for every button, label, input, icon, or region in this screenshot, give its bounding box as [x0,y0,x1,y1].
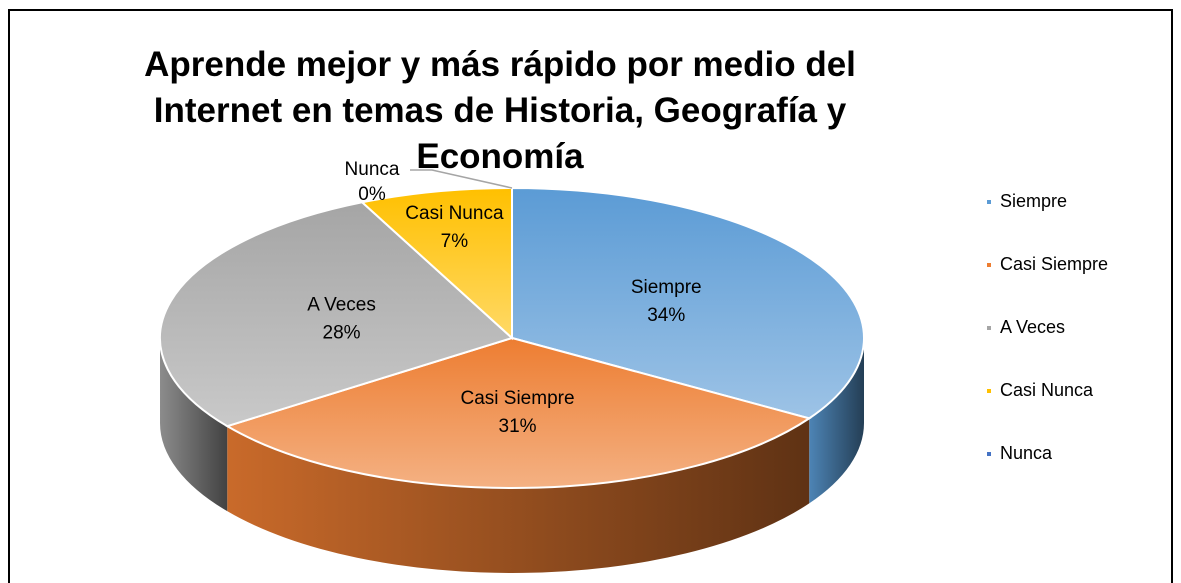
legend-marker [987,326,991,330]
data-label-value: 0% [358,184,386,205]
data-label-value: 28% [323,322,361,343]
legend-marker [987,389,991,393]
legend-label: Nunca [1000,443,1053,463]
slice [359,186,513,341]
legend-label: A Veces [1000,317,1065,337]
data-label-name: Nunca [345,159,400,180]
legend-label: Siempre [1000,191,1067,211]
legend-marker [987,200,991,204]
data-label-name: A Veces [307,294,376,315]
slice [224,336,812,489]
data-label-value: 34% [647,305,685,326]
frame [8,9,1173,583]
data-label-name: Casi Nunca [405,203,504,224]
chart-title: Aprende mejor y más rápido por medio del… [144,45,856,176]
data-label-name: Casi Siempre [461,388,575,409]
slice-side [227,418,810,573]
legend-label: Casi Nunca [1000,380,1094,400]
data-label-value: 31% [499,416,537,437]
data-label-name: Siempre [631,277,702,298]
legend-label: Casi Siempre [1000,254,1108,274]
legend-marker [987,263,991,267]
leader-line [410,169,513,189]
slice-side [809,338,864,504]
legend-marker [987,452,991,456]
data-label-value: 7% [441,231,469,252]
slice-side [160,338,228,512]
slice [159,201,514,428]
